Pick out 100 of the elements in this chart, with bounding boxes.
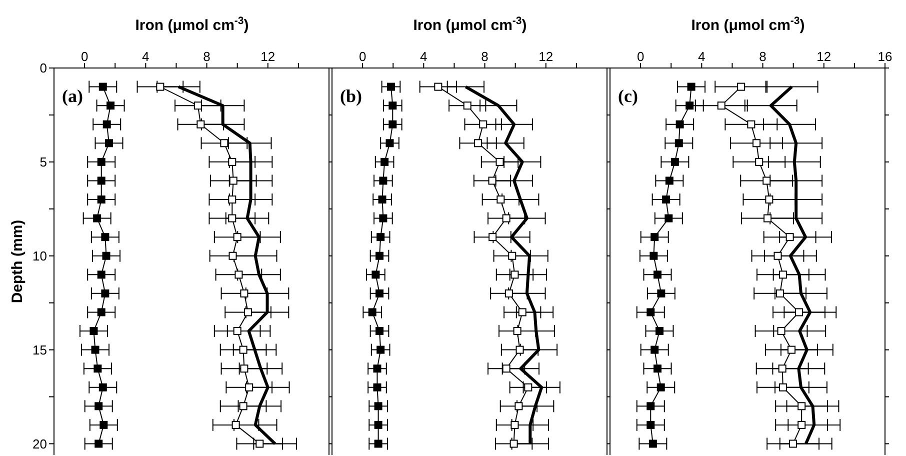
point xyxy=(376,327,384,336)
point xyxy=(376,252,384,260)
point xyxy=(646,308,655,316)
point xyxy=(496,196,505,204)
point xyxy=(386,139,394,148)
x-axis-title: Iron (μmol cm$^{-3}$) xyxy=(135,15,249,34)
point xyxy=(654,270,662,279)
point xyxy=(778,270,787,279)
point xyxy=(379,214,388,222)
point xyxy=(434,82,442,91)
point xyxy=(388,102,397,110)
point xyxy=(776,289,784,298)
point xyxy=(379,176,388,185)
point xyxy=(752,139,761,148)
x-axis-title: Iron (μmol cm$^{-3}$) xyxy=(413,15,527,34)
point xyxy=(376,233,385,242)
point xyxy=(765,196,774,204)
point xyxy=(764,214,772,222)
point xyxy=(488,233,497,242)
y-tick-label: 15 xyxy=(32,342,47,358)
point xyxy=(662,196,670,204)
y-axis-title: Depth (mm) xyxy=(9,220,26,304)
point xyxy=(513,327,522,336)
point xyxy=(676,120,684,128)
point xyxy=(737,82,746,91)
x-tick-label: 16 xyxy=(878,49,892,64)
point xyxy=(747,120,756,128)
point xyxy=(777,327,786,336)
point xyxy=(378,196,386,204)
point xyxy=(664,214,673,222)
point xyxy=(510,270,519,279)
point xyxy=(474,139,482,148)
point xyxy=(670,158,679,166)
point xyxy=(524,383,532,392)
point xyxy=(386,82,395,91)
point xyxy=(502,214,510,222)
point xyxy=(778,364,786,373)
point xyxy=(686,102,694,110)
point xyxy=(654,364,662,373)
point xyxy=(789,440,798,448)
point xyxy=(646,402,655,410)
point xyxy=(798,420,806,429)
point xyxy=(373,383,382,392)
point xyxy=(373,364,382,373)
x-tick-label: 4 xyxy=(142,49,150,64)
point xyxy=(674,139,683,148)
x-tick-label: 8 xyxy=(759,49,766,64)
point xyxy=(656,383,665,392)
point xyxy=(650,346,659,354)
x-tick-label: 12 xyxy=(816,49,832,64)
point xyxy=(508,252,516,260)
x-tick-label: 4 xyxy=(698,49,706,64)
point xyxy=(657,289,666,298)
x-tick-label: 0 xyxy=(358,49,366,64)
y-tick-label: 10 xyxy=(32,248,47,264)
point xyxy=(656,327,664,336)
point xyxy=(374,402,382,410)
point xyxy=(502,364,510,373)
point xyxy=(496,158,504,166)
point xyxy=(504,289,513,298)
annotation: (c) xyxy=(618,86,638,107)
point xyxy=(774,252,782,260)
point xyxy=(510,420,519,429)
point xyxy=(516,346,524,354)
x-tick-label: 12 xyxy=(538,49,554,64)
x-tick-label: 4 xyxy=(420,49,428,64)
point xyxy=(665,176,674,185)
point xyxy=(388,120,397,128)
x-tick-label: 8 xyxy=(481,49,488,64)
x-tick-label: 0 xyxy=(80,49,88,64)
point xyxy=(479,120,488,128)
point xyxy=(648,440,657,448)
point xyxy=(376,346,385,354)
point xyxy=(463,102,472,110)
point xyxy=(650,233,659,242)
point xyxy=(376,289,384,298)
x-tick-label: 12 xyxy=(260,49,276,64)
point xyxy=(755,158,764,166)
annotation: (a) xyxy=(62,86,83,107)
point xyxy=(518,308,526,316)
point xyxy=(687,82,696,91)
point xyxy=(380,158,389,166)
point xyxy=(510,440,518,448)
y-tick-label: 5 xyxy=(40,154,47,170)
point xyxy=(798,402,806,410)
point xyxy=(778,383,787,392)
point xyxy=(762,176,771,185)
point xyxy=(794,308,803,316)
x-axis-title: Iron (μmol cm$^{-3}$) xyxy=(691,15,805,34)
point xyxy=(372,270,380,279)
annotation: (b) xyxy=(340,86,362,107)
point xyxy=(368,308,376,316)
point xyxy=(786,233,794,242)
point xyxy=(514,402,523,410)
point xyxy=(788,346,796,354)
x-tick-label: 8 xyxy=(203,49,210,64)
point xyxy=(374,440,382,448)
y-tick-label: 0 xyxy=(40,60,47,76)
y-tick-label: 20 xyxy=(32,436,47,452)
point xyxy=(717,102,726,110)
